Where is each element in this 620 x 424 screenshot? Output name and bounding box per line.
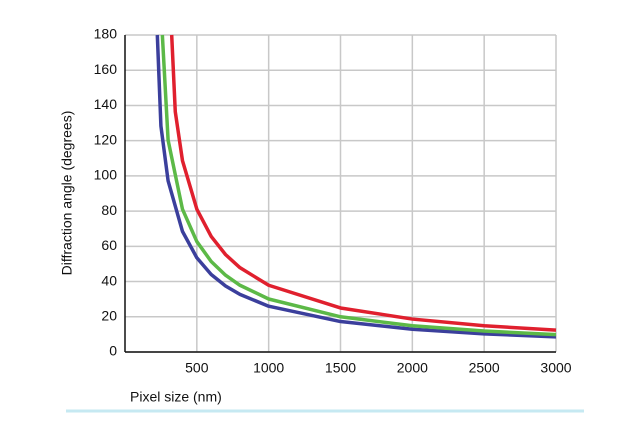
- series-line: [155, 34, 557, 339]
- x-tick-label: 3000: [540, 360, 571, 376]
- y-tick-label: 140: [94, 96, 118, 112]
- y-tick-label: 0: [109, 343, 117, 359]
- x-tick-label: 2500: [469, 360, 500, 376]
- y-axis-label: Diffraction angle (degrees): [59, 111, 75, 276]
- series-line: [169, 34, 557, 332]
- x-tick-label: 1000: [253, 360, 284, 376]
- y-tick-label: 60: [101, 237, 117, 253]
- x-tick-label: 2000: [397, 360, 428, 376]
- series-line: [160, 34, 557, 337]
- x-axis-label: Pixel size (nm): [130, 389, 222, 405]
- y-tick-label: 80: [101, 202, 117, 218]
- y-tick-label: 20: [101, 307, 117, 323]
- y-tick-label: 160: [94, 61, 118, 77]
- x-tick-label: 1500: [325, 360, 356, 376]
- y-tick-label: 180: [94, 26, 118, 42]
- x-tick-label: 500: [185, 360, 209, 376]
- y-tick-label: 100: [94, 167, 118, 183]
- y-tick-label: 40: [101, 272, 117, 288]
- y-tick-label: 120: [94, 131, 118, 147]
